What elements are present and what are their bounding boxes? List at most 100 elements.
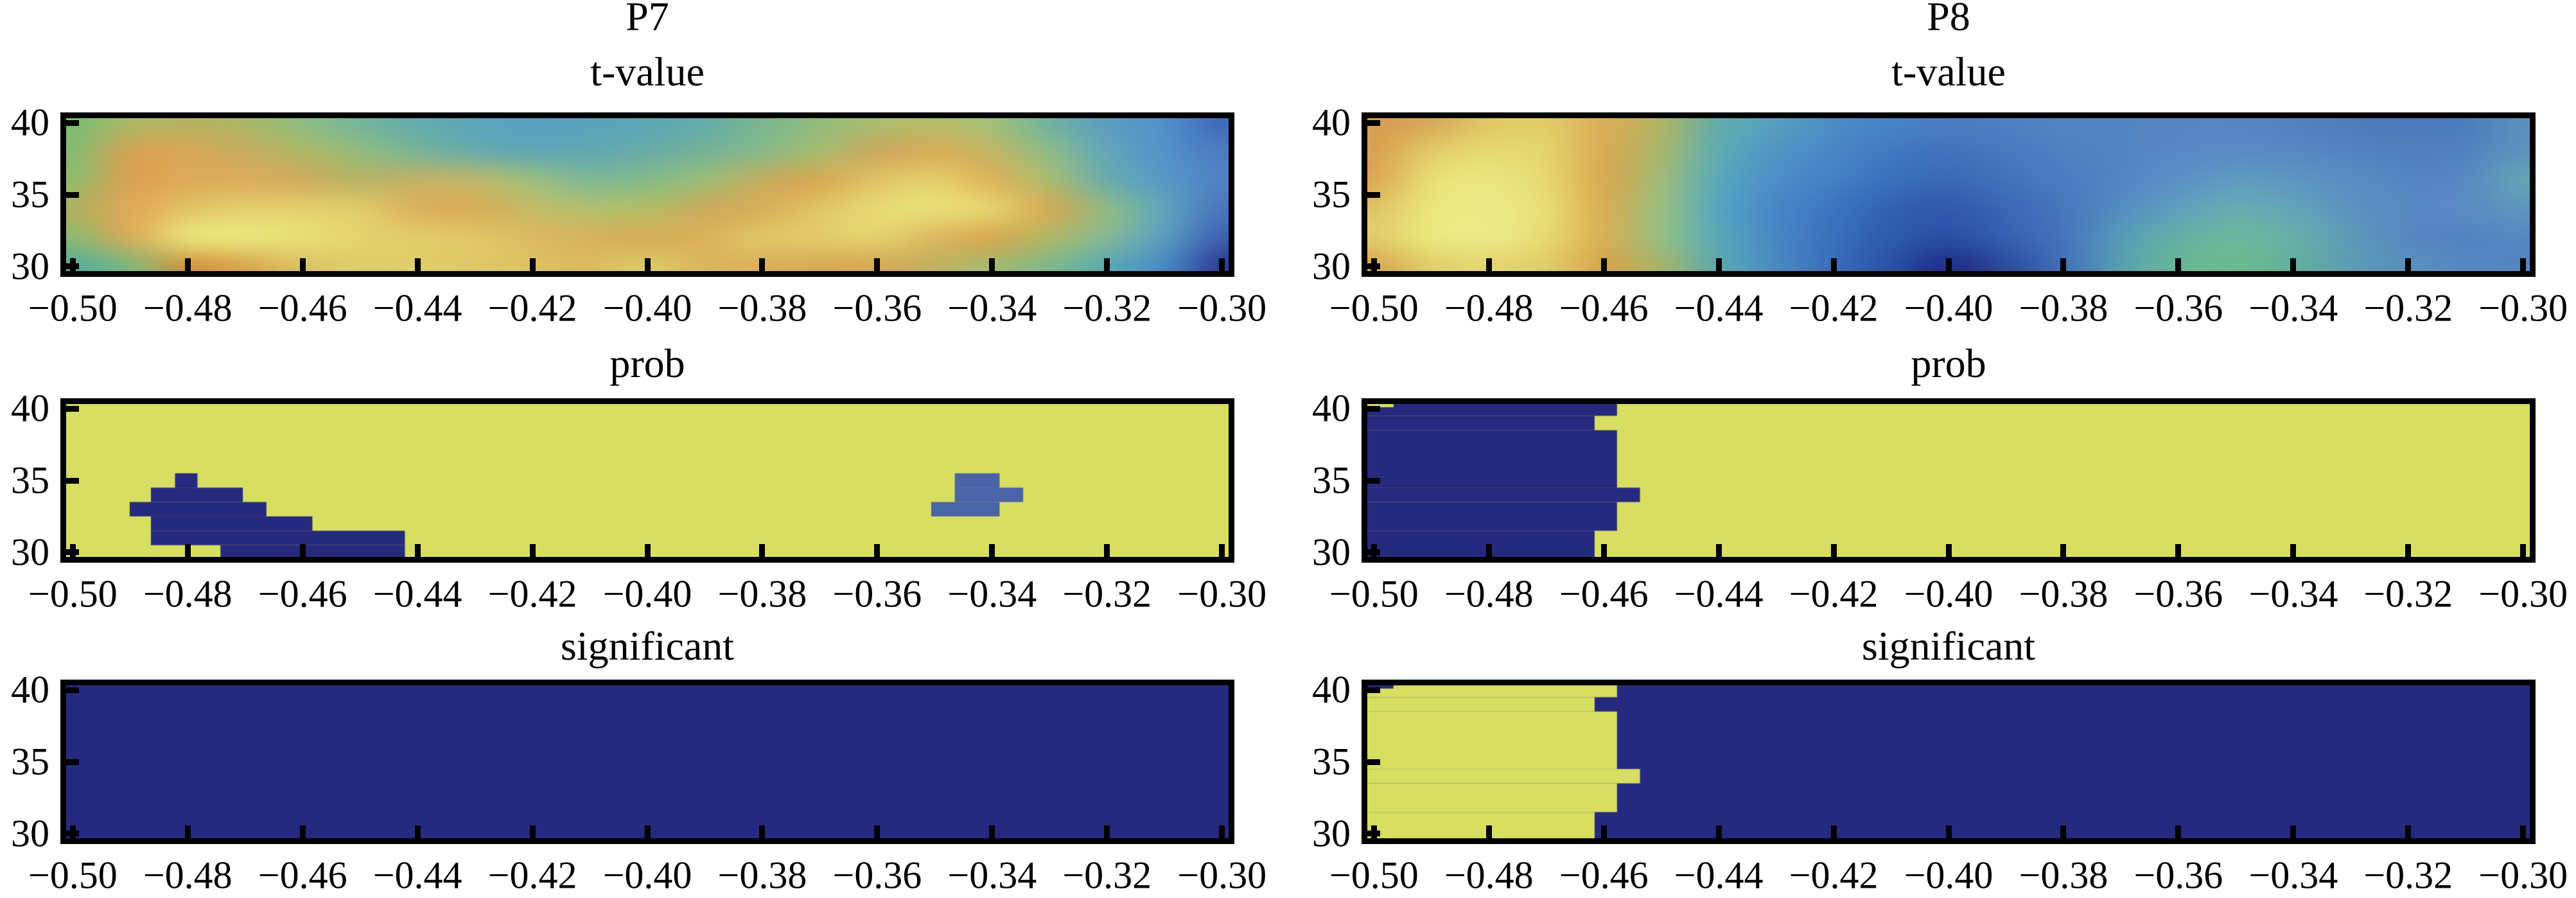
x-tick-label: −0.46 bbox=[258, 854, 347, 897]
y-tick-label: 30 bbox=[1312, 812, 1351, 855]
x-tick-label: −0.44 bbox=[372, 854, 462, 897]
y-tick-label: 30 bbox=[1312, 245, 1351, 288]
x-tick bbox=[2520, 544, 2527, 559]
x-tick bbox=[1600, 544, 1607, 559]
x-tick bbox=[414, 825, 421, 841]
x-tick-label: −0.38 bbox=[717, 854, 807, 897]
x-tick-label: −0.46 bbox=[1559, 286, 1649, 330]
x-tick-label: −0.44 bbox=[1674, 854, 1764, 897]
x-tick-label: −0.46 bbox=[258, 286, 347, 330]
y-tick bbox=[64, 687, 79, 693]
plot-subtitle-significant: significant bbox=[560, 623, 735, 669]
x-tick-label: −0.48 bbox=[143, 572, 232, 615]
x-tick bbox=[989, 544, 995, 559]
x-tick-label: −0.32 bbox=[1062, 572, 1152, 615]
x-tick bbox=[644, 258, 651, 274]
x-tick bbox=[2290, 544, 2297, 559]
x-tick-label: −0.32 bbox=[2363, 572, 2453, 615]
x-tick bbox=[2290, 258, 2297, 274]
y-tick bbox=[64, 263, 79, 270]
x-tick bbox=[1104, 825, 1110, 841]
y-tick-label: 30 bbox=[11, 812, 49, 855]
x-tick bbox=[2175, 258, 2182, 274]
y-tick bbox=[1365, 119, 1380, 126]
plot-subtitle-prob: prob bbox=[609, 340, 685, 386]
x-tick-label: −0.34 bbox=[2248, 572, 2338, 615]
x-tick-label: −0.36 bbox=[832, 854, 922, 897]
plot-area-P8-t-value bbox=[1365, 116, 2532, 274]
x-tick bbox=[1104, 258, 1110, 274]
x-tick-label: −0.40 bbox=[602, 572, 692, 615]
x-tick-label: −0.32 bbox=[2363, 854, 2453, 897]
y-tick-label: 30 bbox=[11, 531, 49, 574]
y-tick bbox=[1365, 191, 1380, 198]
x-tick bbox=[414, 258, 421, 274]
x-tick-label: −0.50 bbox=[1329, 572, 1419, 615]
x-tick-label: −0.48 bbox=[1444, 572, 1534, 615]
x-tick-label: −0.38 bbox=[2019, 572, 2108, 615]
y-tick-label: 35 bbox=[1312, 459, 1351, 502]
plot-area-P7-t-value bbox=[64, 116, 1231, 274]
plot-area-P8-significant bbox=[1365, 683, 2532, 841]
x-tick bbox=[299, 258, 306, 274]
mask-canvas bbox=[1365, 683, 2532, 841]
x-tick-label: −0.40 bbox=[1904, 572, 1993, 615]
x-tick-label: −0.40 bbox=[1904, 854, 1993, 897]
x-tick bbox=[184, 825, 191, 841]
x-tick bbox=[2405, 258, 2412, 274]
y-tick-label: 30 bbox=[11, 245, 49, 288]
y-tick bbox=[1365, 831, 1380, 837]
y-tick bbox=[64, 831, 79, 837]
y-tick-label: 35 bbox=[11, 740, 49, 783]
x-tick bbox=[1830, 544, 1837, 559]
x-tick bbox=[1830, 825, 1837, 841]
x-tick-label: −0.48 bbox=[1444, 854, 1534, 897]
x-tick-label: −0.44 bbox=[372, 572, 462, 615]
mask-canvas bbox=[64, 683, 1231, 841]
y-tick-label: 40 bbox=[1312, 387, 1351, 430]
x-tick-label: −0.50 bbox=[28, 286, 118, 330]
x-tick bbox=[2520, 258, 2527, 274]
y-tick-label: 30 bbox=[1312, 531, 1351, 574]
x-tick-label: −0.36 bbox=[2134, 286, 2223, 330]
x-tick bbox=[759, 258, 766, 274]
x-tick-label: −0.30 bbox=[1177, 286, 1267, 330]
x-tick bbox=[2175, 825, 2182, 841]
x-tick bbox=[2060, 544, 2067, 559]
x-tick-label: −0.38 bbox=[2019, 286, 2108, 330]
x-tick-label: −0.36 bbox=[2134, 572, 2223, 615]
x-tick-label: −0.40 bbox=[1904, 286, 1993, 330]
plot-subtitle-significant: significant bbox=[1861, 623, 2036, 669]
x-tick-label: −0.48 bbox=[143, 286, 232, 330]
x-tick-label: −0.46 bbox=[1559, 572, 1649, 615]
x-tick bbox=[759, 544, 766, 559]
x-tick bbox=[644, 825, 651, 841]
x-tick-label: −0.48 bbox=[143, 854, 232, 897]
x-tick bbox=[1600, 258, 1607, 274]
plot-subtitle-t-value: t-value bbox=[590, 49, 705, 94]
y-tick bbox=[1365, 549, 1380, 556]
mask-canvas bbox=[64, 401, 1231, 559]
x-tick-label: −0.42 bbox=[1789, 572, 1879, 615]
x-tick bbox=[2520, 825, 2527, 841]
x-tick bbox=[2405, 544, 2412, 559]
x-tick-label: −0.30 bbox=[2478, 572, 2568, 615]
x-tick-label: −0.34 bbox=[947, 286, 1037, 330]
y-tick bbox=[64, 759, 79, 765]
x-tick bbox=[529, 544, 536, 559]
x-tick-label: −0.42 bbox=[487, 854, 577, 897]
x-tick bbox=[529, 258, 536, 274]
x-tick bbox=[2290, 825, 2297, 841]
x-tick bbox=[874, 258, 881, 274]
y-tick bbox=[1365, 263, 1380, 270]
x-tick bbox=[644, 544, 651, 559]
x-tick-label: −0.36 bbox=[832, 572, 922, 615]
x-tick-label: −0.42 bbox=[487, 286, 577, 330]
x-tick-label: −0.30 bbox=[2478, 854, 2568, 897]
x-tick-label: −0.42 bbox=[1789, 286, 1879, 330]
x-tick bbox=[1830, 258, 1837, 274]
x-tick bbox=[1485, 544, 1492, 559]
x-tick-label: −0.32 bbox=[2363, 286, 2453, 330]
x-tick-label: −0.38 bbox=[717, 286, 807, 330]
